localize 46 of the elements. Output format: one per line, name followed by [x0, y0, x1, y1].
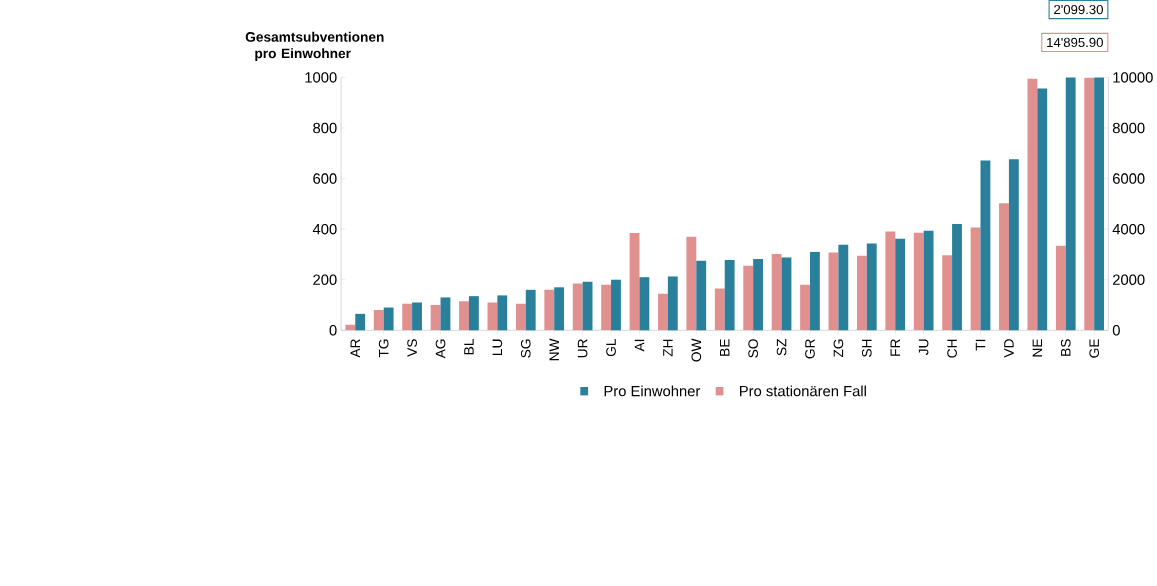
- x-tick-label: SZ: [776, 339, 787, 356]
- x-tick-label: JU: [918, 339, 929, 356]
- x-tick-label: AG: [435, 339, 446, 359]
- x-tick-label: UR: [577, 339, 588, 358]
- x-tick-label: SG: [520, 339, 531, 358]
- y-tick-label: 0: [329, 325, 337, 336]
- x-tick-label: GE: [1089, 339, 1100, 358]
- x-tick-label: BE: [720, 339, 730, 356]
- text: 14'895.90: [1047, 37, 1103, 48]
- y-tick-label: 200: [313, 274, 337, 286]
- text: 2'099.30: [1054, 5, 1103, 15]
- x-tick-label: NW: [549, 338, 559, 361]
- y-tick-label: 600: [313, 173, 337, 184]
- y2-tick-label: 2000: [1112, 274, 1145, 286]
- legend-label: Pro stationären Fall: [740, 385, 866, 397]
- x-tick-label: TI: [975, 339, 986, 351]
- x-tick-label: VS: [407, 339, 417, 357]
- y2-tick-label: 0: [1112, 325, 1120, 336]
- x-tick-label: SO: [748, 339, 758, 358]
- y-tick-label: 400: [312, 224, 337, 235]
- x-tick-label: VD: [1004, 339, 1014, 358]
- x-tick-label: CH: [947, 339, 957, 358]
- x-tick-label: AI: [634, 339, 645, 352]
- x-tick-label: GR: [805, 339, 815, 359]
- y-tick-label: 800: [313, 122, 337, 134]
- x-tick-label: BL: [464, 339, 474, 355]
- bar: [1065, 77, 1076, 331]
- x-tick-label: OW: [691, 338, 702, 362]
- y-tick-label: 1000: [305, 72, 337, 83]
- x-tick-label: GL: [606, 339, 616, 357]
- x-tick-label: BS: [1060, 339, 1071, 356]
- x-tick-label: ZG: [833, 339, 844, 358]
- legend-label: Pro Einwohner: [604, 385, 701, 397]
- x-tick-label: AR: [350, 339, 360, 358]
- bar: [355, 314, 366, 331]
- x-tick-label: NE: [1032, 339, 1043, 357]
- y2-tick-label: 10000: [1113, 72, 1153, 83]
- x-tick-label: FR: [890, 339, 900, 356]
- x-tick-label: LU: [492, 339, 503, 356]
- y2-tick-label: 4000: [1112, 224, 1145, 235]
- x-tick-label: ZH: [663, 339, 673, 357]
- y-axis-title: Gesamtsubventionen pro Einwohner: [245, 31, 384, 62]
- y2-tick-label: 6000: [1113, 173, 1145, 184]
- y2-tick-label: 8000: [1112, 122, 1145, 134]
- x-tick-label: SH: [861, 339, 872, 358]
- x-tick-label: TG: [378, 339, 389, 358]
